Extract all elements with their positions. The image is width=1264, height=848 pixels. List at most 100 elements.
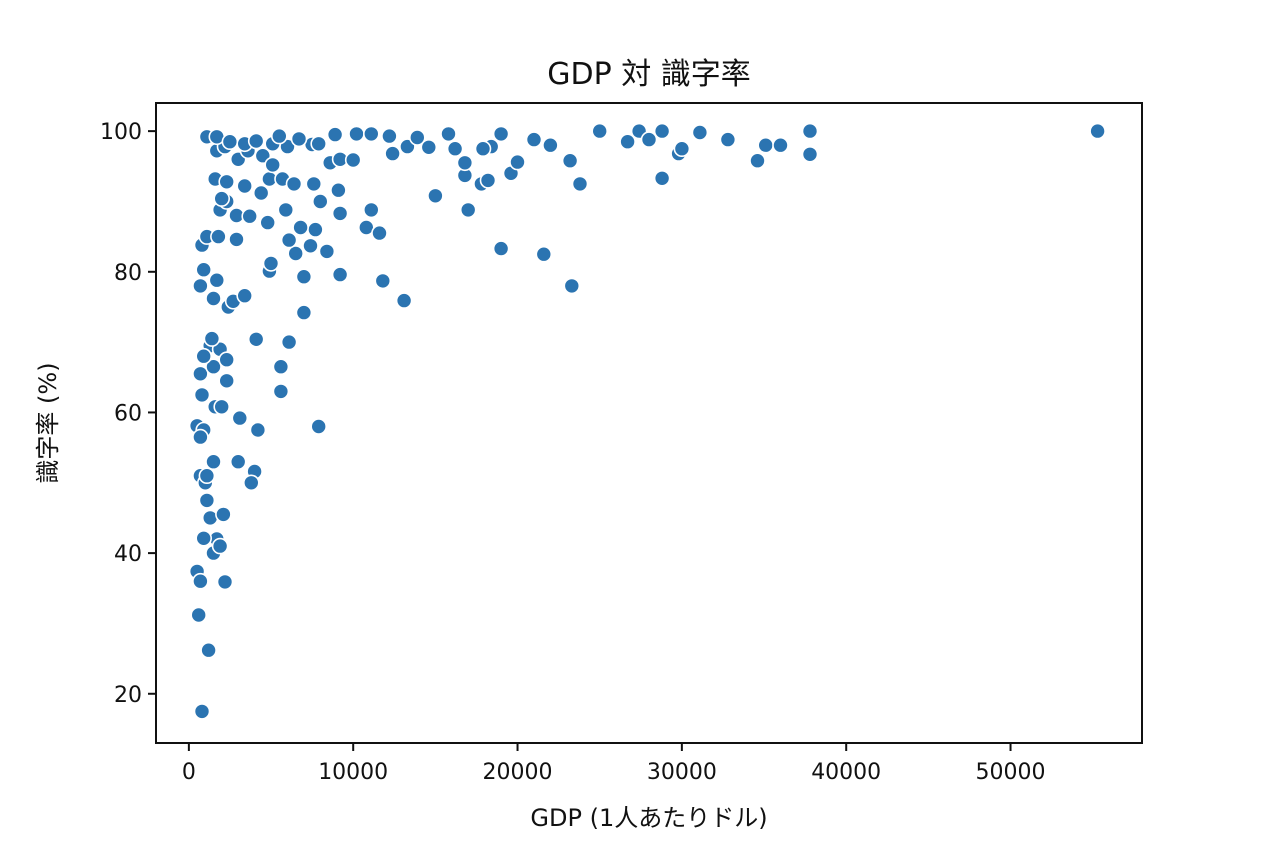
x-tick-label: 20000 xyxy=(483,760,553,785)
data-point-35 xyxy=(218,351,235,369)
data-point-51 xyxy=(287,245,305,262)
data-point-52 xyxy=(295,268,313,286)
data-point-64 xyxy=(307,221,324,238)
data-point-127 xyxy=(326,126,344,143)
data-point-82 xyxy=(213,190,230,207)
data-point-62 xyxy=(302,237,319,255)
data-point-69 xyxy=(259,214,277,231)
data-point-146 xyxy=(757,136,775,154)
data-point-75 xyxy=(362,201,380,219)
data-point-137 xyxy=(542,136,559,154)
data-point-112 xyxy=(456,154,474,172)
x-tick-label: 0 xyxy=(182,760,196,785)
data-point-95 xyxy=(571,175,589,193)
data-point-72 xyxy=(311,193,329,210)
data-point-16 xyxy=(205,453,222,471)
data-point-132 xyxy=(440,125,457,143)
data-point-149 xyxy=(1089,122,1106,140)
data-point-70 xyxy=(277,201,295,219)
data-point-80 xyxy=(535,245,553,263)
y-tick-label: 20 xyxy=(114,683,142,708)
data-point-26 xyxy=(249,421,267,439)
y-tick-label: 60 xyxy=(114,401,142,426)
y-axis-label: 識字率 (%) xyxy=(34,362,62,483)
data-point-8 xyxy=(211,537,229,555)
data-point-1 xyxy=(193,703,211,720)
data-point-144 xyxy=(691,124,709,141)
data-point-24 xyxy=(213,398,230,416)
chart-title: GDP 対 識字率 xyxy=(547,57,751,92)
data-point-5 xyxy=(216,573,234,591)
data-point-56 xyxy=(563,277,581,295)
data-point-30 xyxy=(205,358,222,376)
data-point-41 xyxy=(295,304,313,321)
data-point-40 xyxy=(280,333,298,351)
x-tick-label: 40000 xyxy=(811,760,881,785)
data-point-79 xyxy=(492,240,510,257)
data-point-126 xyxy=(310,135,328,153)
data-point-53 xyxy=(331,266,349,283)
data-point-12 xyxy=(198,492,216,509)
data-point-93 xyxy=(479,172,497,189)
data-point-133 xyxy=(446,140,464,157)
y-tick-label: 80 xyxy=(114,261,142,286)
data-point-27 xyxy=(310,418,328,435)
data-point-147 xyxy=(772,136,789,154)
y-tick-label: 40 xyxy=(114,542,142,567)
data-point-47 xyxy=(208,271,226,289)
x-tick-label: 30000 xyxy=(647,760,717,785)
data-point-17 xyxy=(229,453,247,471)
data-point-2 xyxy=(200,641,217,659)
data-point-38 xyxy=(272,358,290,376)
data-point-19 xyxy=(243,474,260,492)
data-point-129 xyxy=(362,125,380,143)
data-point-145 xyxy=(719,131,737,148)
data-point-128 xyxy=(348,125,365,143)
data-point-15 xyxy=(198,467,216,485)
data-point-88 xyxy=(285,175,303,193)
data-point-39 xyxy=(272,383,290,400)
data-point-139 xyxy=(619,133,636,150)
data-point-125 xyxy=(290,130,308,148)
data-point-90 xyxy=(330,181,347,199)
data-point-25 xyxy=(231,409,249,427)
data-point-83 xyxy=(218,173,235,191)
data-point-96 xyxy=(653,170,671,187)
data-point-71 xyxy=(292,219,309,236)
data-point-0 xyxy=(190,606,207,624)
data-point-85 xyxy=(252,184,270,202)
x-axis-label: GDP (1人あたりドル) xyxy=(530,804,767,832)
data-point-59 xyxy=(210,228,227,245)
data-point-45 xyxy=(236,287,253,305)
plot-area xyxy=(155,102,1143,744)
data-point-142 xyxy=(653,122,671,140)
x-axis: 0 10000 20000 30000 40000 50000 xyxy=(182,743,1046,785)
data-point-54 xyxy=(374,272,392,290)
x-tick-label: 10000 xyxy=(318,760,388,785)
data-point-55 xyxy=(395,292,413,309)
data-point-28 xyxy=(193,386,211,404)
data-points xyxy=(188,122,1106,720)
data-point-131 xyxy=(408,129,426,146)
data-point-29 xyxy=(192,365,209,383)
data-point-73 xyxy=(331,205,349,222)
data-point-60 xyxy=(228,231,245,248)
data-point-84 xyxy=(236,177,253,195)
data-point-122 xyxy=(247,132,265,150)
data-point-68 xyxy=(241,207,258,225)
data-point-48 xyxy=(195,261,212,279)
data-point-9 xyxy=(195,529,212,547)
data-point-31 xyxy=(218,372,235,390)
data-point-77 xyxy=(427,187,444,205)
data-point-42 xyxy=(205,290,222,307)
data-point-33 xyxy=(195,347,212,365)
data-point-37 xyxy=(247,330,265,348)
data-point-114 xyxy=(509,153,526,171)
data-point-46 xyxy=(192,277,209,295)
y-tick-label: 100 xyxy=(100,120,142,145)
data-point-11 xyxy=(215,506,232,523)
data-point-109 xyxy=(384,145,401,162)
data-point-138 xyxy=(591,122,609,140)
data-point-148 xyxy=(801,122,819,140)
